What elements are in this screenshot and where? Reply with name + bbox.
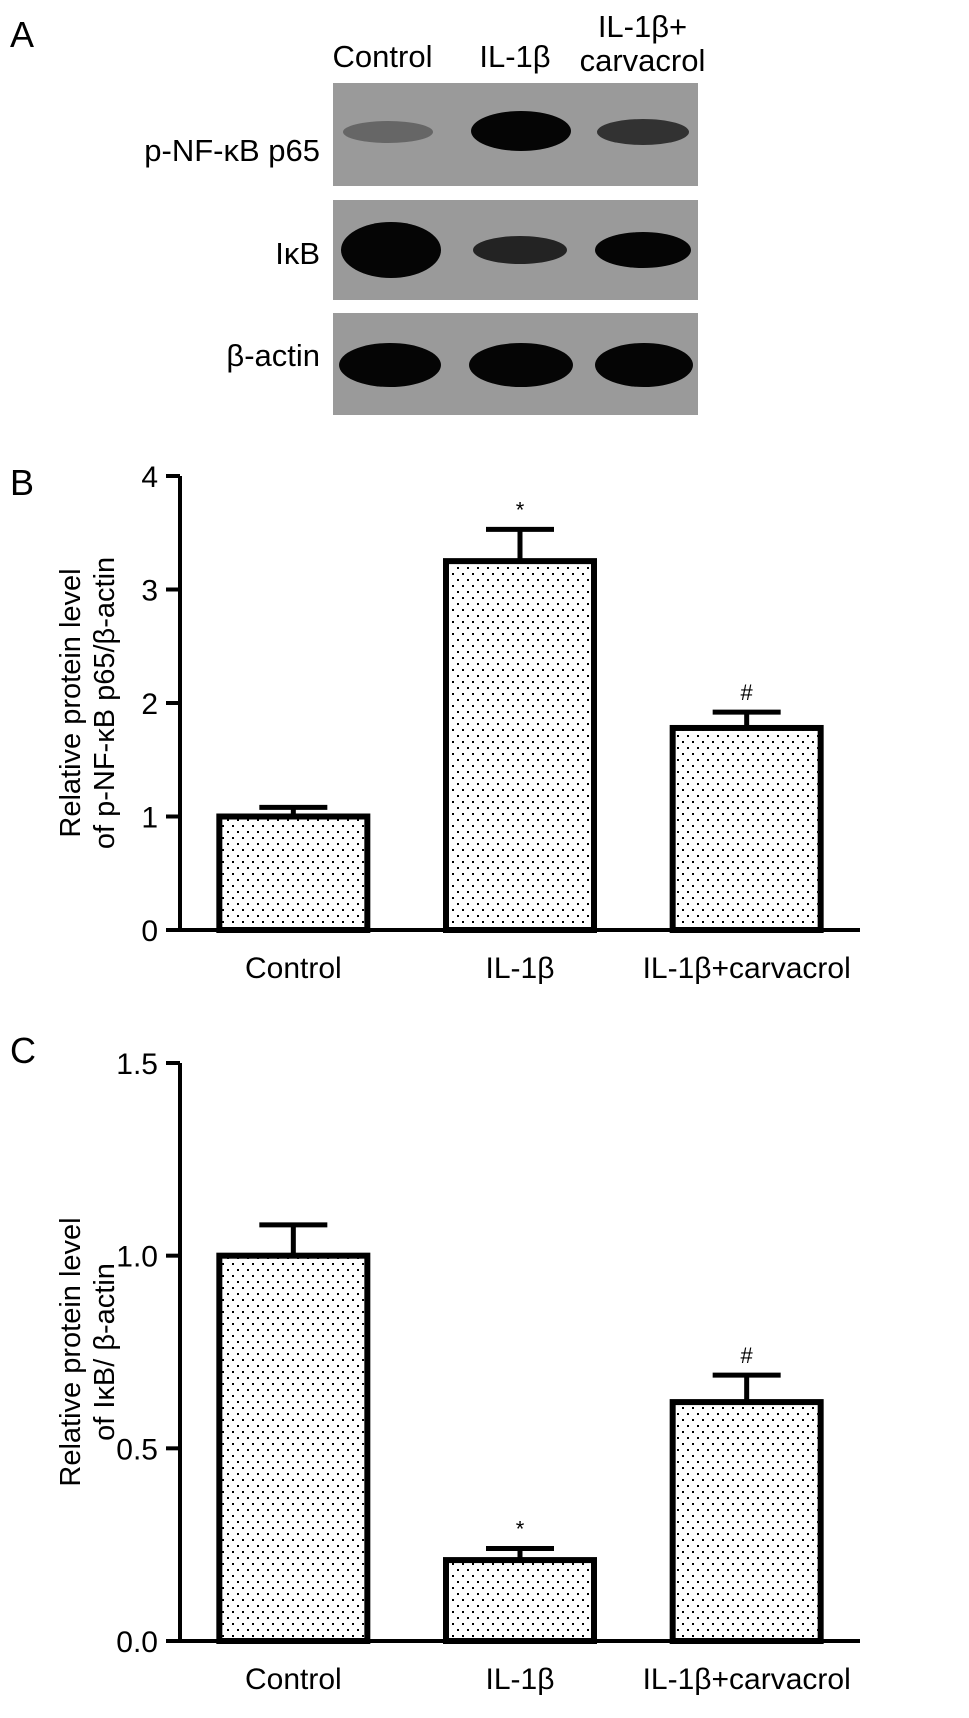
c-significance-mark: * <box>516 1517 525 1542</box>
chart-b-pnfkb: 0 1 2 3 4 Relative protein level of p-NF-κB p6… <box>55 461 860 985</box>
c-category-label: Control <box>245 1663 342 1696</box>
b-ylabel: Relative protein level of p-NF-κB p65/β-a… <box>55 557 121 849</box>
b-category-label: IL-1β <box>486 952 555 985</box>
band-pnfkb-carvacrol <box>597 119 689 145</box>
b-significance-mark: * <box>516 497 525 522</box>
band-actin-control <box>339 343 441 387</box>
panel-letter-b: B <box>10 462 35 503</box>
c-ytick-label: 1.0 <box>116 1241 158 1274</box>
band-ikb-carvacrol <box>595 232 691 268</box>
c-ytick-label: 0.0 <box>116 1626 158 1659</box>
b-ytick-label: 1 <box>141 802 158 835</box>
b-ytick-label: 2 <box>141 688 158 721</box>
lane-label-il1b: IL-1β <box>479 39 551 74</box>
panel-letter-a: A <box>10 14 35 55</box>
band-ikb-control <box>341 222 441 278</box>
c-ytick-label: 0.5 <box>116 1433 158 1466</box>
b-ytick-label: 3 <box>141 575 158 608</box>
c-ylabel-line: Relative protein level <box>55 1217 87 1486</box>
band-actin-carvacrol <box>595 343 693 387</box>
b-category-label: Control <box>245 952 342 985</box>
b-ylabel-line: of p-NF-κB p65/β-actin <box>89 557 121 849</box>
band-ikb-il1b <box>473 236 567 264</box>
row-label-ikb: IκB <box>275 236 320 271</box>
lane-label-control: Control <box>332 39 433 74</box>
b-bar <box>669 724 824 933</box>
c-bar <box>669 1399 824 1644</box>
b-significance-mark: # <box>741 680 754 705</box>
row-label-beta-actin: β-actin <box>226 338 320 373</box>
c-category-label: IL-1β <box>486 1663 555 1696</box>
b-ylabel-line: Relative protein level <box>55 568 87 837</box>
lane-label-il1b-carvacrol: IL-1β+ carvacrol <box>579 9 706 78</box>
b-ytick-label: 4 <box>141 461 158 494</box>
b-bar <box>216 813 371 933</box>
c-bar <box>216 1252 371 1645</box>
b-category-label: IL-1β+carvacrol <box>643 952 851 985</box>
c-ylabel-line: of IκB/ β-actin <box>89 1263 121 1441</box>
chart-c-ikb: 0.0 0.5 1.0 1.5 Relative protein level of IκB… <box>55 1048 860 1696</box>
band-actin-il1b <box>469 343 573 387</box>
b-ytick-label: 0 <box>141 915 158 948</box>
c-significance-mark: # <box>741 1343 754 1368</box>
c-category-label: IL-1β+carvacrol <box>643 1663 851 1696</box>
panel-letter-c: C <box>10 1030 36 1071</box>
band-pnfkb-control <box>343 121 433 143</box>
blot-strip-beta-actin <box>333 313 698 415</box>
blot-strip-pnfkb <box>333 83 698 186</box>
blot-strip-ikb <box>333 200 698 300</box>
c-bar <box>443 1557 597 1645</box>
c-ylabel: Relative protein level of IκB/ β-actin <box>55 1217 121 1486</box>
row-label-pnfkb: p-NF-κB p65 <box>144 133 320 168</box>
c-ytick-label: 1.5 <box>116 1048 158 1081</box>
band-pnfkb-il1b <box>471 111 571 151</box>
b-bar <box>443 558 597 933</box>
